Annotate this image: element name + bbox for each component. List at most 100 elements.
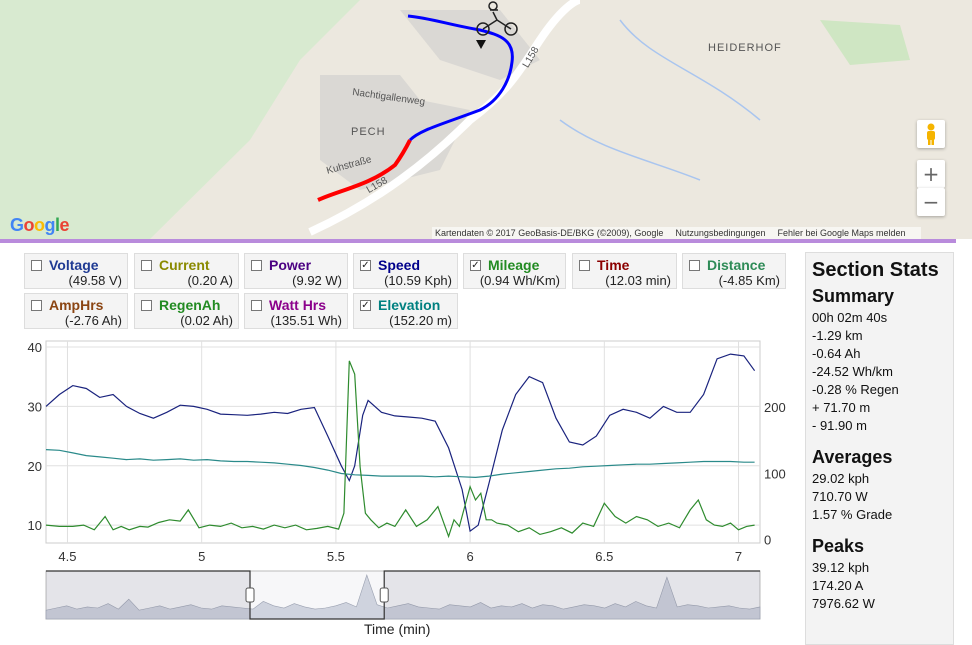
overview-handle-left[interactable] <box>245 587 255 603</box>
overview-mask-right <box>384 571 760 619</box>
amphrs-checkbox[interactable] <box>31 300 42 311</box>
summary-list: 00h 02m 40s -1.29 km -0.64 Ah -24.52 Wh/km -… <box>806 309 953 435</box>
averages-list: 29.02 kph 710.70 W 1.57 % Grade <box>806 470 953 524</box>
sensor-regenah[interactable]: RegenAh (0.02 Ah) <box>134 293 239 329</box>
map-attribution: Kartendaten © 2017 GeoBasis-DE/BKG (©200… <box>432 227 921 239</box>
google-logo-letter: l <box>55 215 60 235</box>
summary-item: + 71.70 m <box>812 400 871 415</box>
overview-navigator[interactable] <box>45 570 761 620</box>
pegman-button[interactable] <box>917 120 945 148</box>
report-error-link[interactable]: Fehler bei Google Maps melden <box>777 228 906 238</box>
sensor-name: Power <box>269 257 312 273</box>
averages-heading: Averages <box>812 447 893 467</box>
sensor-elevation[interactable]: ✓ Elevation (152.20 m) <box>353 293 458 329</box>
google-logo-letter: o <box>34 215 45 235</box>
peaks-item: 174.20 A <box>812 578 864 593</box>
section-stats-panel: Section Stats Summary 00h 02m 40s -1.29 k… <box>805 252 954 645</box>
y-right-tick-label: 200 <box>764 400 786 415</box>
sensor-mileage[interactable]: ✓ Mileage (0.94 Wh/Km) <box>463 253 566 289</box>
zoom-out-button[interactable]: − <box>917 188 945 216</box>
summary-item: -1.29 km <box>812 328 863 343</box>
sensor-watthrs[interactable]: Watt Hrs (135.51 Wh) <box>244 293 348 329</box>
power-checkbox[interactable] <box>251 260 262 271</box>
mileage-checkbox[interactable]: ✓ <box>470 260 481 271</box>
peaks-item: 7976.62 W <box>812 596 875 611</box>
sensor-voltage[interactable]: Voltage (49.58 V) <box>24 253 128 289</box>
stream <box>619 19 761 121</box>
sensor-value: (12.03 min) <box>605 273 671 288</box>
sensor-value: (135.51 Wh) <box>270 313 342 328</box>
sensor-value: (-4.85 Km) <box>718 273 780 288</box>
sensor-time[interactable]: Time (12.03 min) <box>572 253 677 289</box>
regenah-checkbox[interactable] <box>141 300 152 311</box>
map-divider <box>0 239 956 243</box>
track-red <box>317 139 412 202</box>
sensor-value: (9.92 W) <box>292 273 342 288</box>
chart-ticks: 4.5 5 5.5 6 6.5 7 10 20 30 40 0 100 200 <box>28 340 786 564</box>
watthrs-checkbox[interactable] <box>251 300 262 311</box>
series-line-0 <box>45 353 756 533</box>
series-line-1 <box>45 449 755 479</box>
y-left-tick-label: 30 <box>28 399 42 414</box>
overview-mask-left <box>46 571 250 619</box>
route-map[interactable]: HEIDERHOF PECH Nachtigallenweg Kuhstraße… <box>0 0 972 239</box>
park-area <box>820 20 910 65</box>
summary-item: -24.52 Wh/km <box>812 364 893 379</box>
sensor-value: (0.94 Wh/Km) <box>479 273 560 288</box>
sensor-name: Distance <box>707 257 766 273</box>
sensor-value: (-2.76 Ah) <box>64 313 122 328</box>
track-blue <box>407 14 514 142</box>
chart-grid <box>45 340 761 544</box>
averages-item: 1.57 % Grade <box>812 507 893 522</box>
y-left-tick-label: 40 <box>28 340 42 355</box>
x-tick-label: 7 <box>735 549 742 564</box>
current-checkbox[interactable] <box>141 260 152 271</box>
x-tick-label: 6 <box>466 549 473 564</box>
sensor-distance[interactable]: Distance (-4.85 Km) <box>682 253 786 289</box>
sensor-name: Time <box>597 257 630 273</box>
google-logo-letter: G <box>10 215 24 235</box>
peaks-heading: Peaks <box>812 536 865 556</box>
zoom-in-button[interactable]: + <box>917 160 945 188</box>
sensor-name: Mileage <box>488 257 540 273</box>
map-canvas[interactable] <box>0 0 972 239</box>
sensor-power[interactable]: Power (9.92 W) <box>244 253 348 289</box>
sensor-speed[interactable]: ✓ Speed (10.59 Kph) <box>353 253 458 289</box>
map-data-credit: Kartendaten © 2017 GeoBasis-DE/BKG (©200… <box>435 228 664 238</box>
town-area-pech <box>320 75 470 190</box>
google-logo[interactable]: Google <box>10 215 70 236</box>
overview-handle-right[interactable] <box>379 587 389 603</box>
overview-area <box>45 574 761 620</box>
x-tick-label: 5 <box>198 549 205 564</box>
telemetry-chart[interactable]: 4.5 5 5.5 6 6.5 7 10 20 30 40 0 100 200 <box>22 337 792 637</box>
sensor-value: (49.58 V) <box>68 273 122 288</box>
sensor-current[interactable]: Current (0.20 A) <box>134 253 239 289</box>
forest-area <box>0 0 360 239</box>
bicycle-icon <box>476 1 518 36</box>
time-checkbox[interactable] <box>579 260 590 271</box>
y-left-tick-label: 20 <box>28 459 42 474</box>
terms-link[interactable]: Nutzungsbedingungen <box>675 228 766 238</box>
overview-selection-outline <box>46 570 760 620</box>
x-tick-label: 4.5 <box>58 549 76 564</box>
averages-item: 29.02 kph <box>812 471 870 486</box>
sensor-value: (152.20 m) <box>389 313 452 328</box>
distance-checkbox[interactable] <box>689 260 700 271</box>
voltage-checkbox[interactable] <box>31 260 42 271</box>
x-tick-label: 6.5 <box>595 549 613 564</box>
sensor-name: Voltage <box>49 257 99 273</box>
sensor-name: Watt Hrs <box>269 297 327 313</box>
peaks-item: 39.12 kph <box>812 560 870 575</box>
speed-checkbox[interactable]: ✓ <box>360 260 371 271</box>
google-logo-letter: e <box>59 215 70 235</box>
summary-item: - 91.90 m <box>812 418 867 433</box>
stats-title: Section Stats <box>812 259 939 281</box>
sensor-value: (10.59 Kph) <box>384 273 452 288</box>
peaks-list: 39.12 kph 174.20 A 7976.62 W <box>806 559 953 613</box>
elevation-checkbox[interactable]: ✓ <box>360 300 371 311</box>
google-logo-letter: o <box>23 215 35 235</box>
pegman-icon <box>927 123 935 145</box>
sensor-amphrs[interactable]: AmpHrs (-2.76 Ah) <box>24 293 128 329</box>
summary-item: 00h 02m 40s <box>812 310 888 325</box>
sensor-name: Speed <box>378 257 421 273</box>
